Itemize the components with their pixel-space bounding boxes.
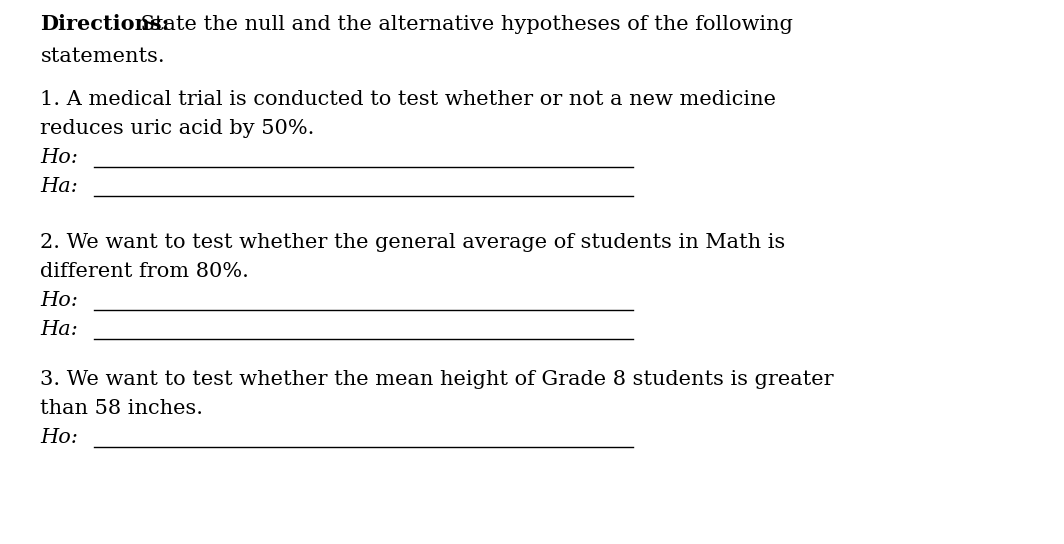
Text: 2. We want to test whether the general average of students in Math is: 2. We want to test whether the general a…	[40, 233, 785, 252]
Text: 3. We want to test whether the mean height of Grade 8 students is greater: 3. We want to test whether the mean heig…	[40, 370, 834, 389]
Text: Ha:: Ha:	[40, 320, 78, 339]
Text: Ho:: Ho:	[40, 148, 79, 167]
Text: Ho:: Ho:	[40, 291, 79, 310]
Text: Ho:: Ho:	[40, 428, 79, 447]
Text: than 58 inches.: than 58 inches.	[40, 399, 203, 418]
Text: Directions:: Directions:	[40, 14, 169, 34]
Text: different from 80%.: different from 80%.	[40, 262, 249, 281]
Text: State the null and the alternative hypotheses of the following: State the null and the alternative hypot…	[134, 15, 794, 34]
Text: reduces uric acid by 50%.: reduces uric acid by 50%.	[40, 119, 315, 138]
Text: 1. A medical trial is conducted to test whether or not a new medicine: 1. A medical trial is conducted to test …	[40, 90, 777, 109]
Text: statements.: statements.	[40, 47, 165, 66]
Text: Ha:: Ha:	[40, 177, 78, 196]
